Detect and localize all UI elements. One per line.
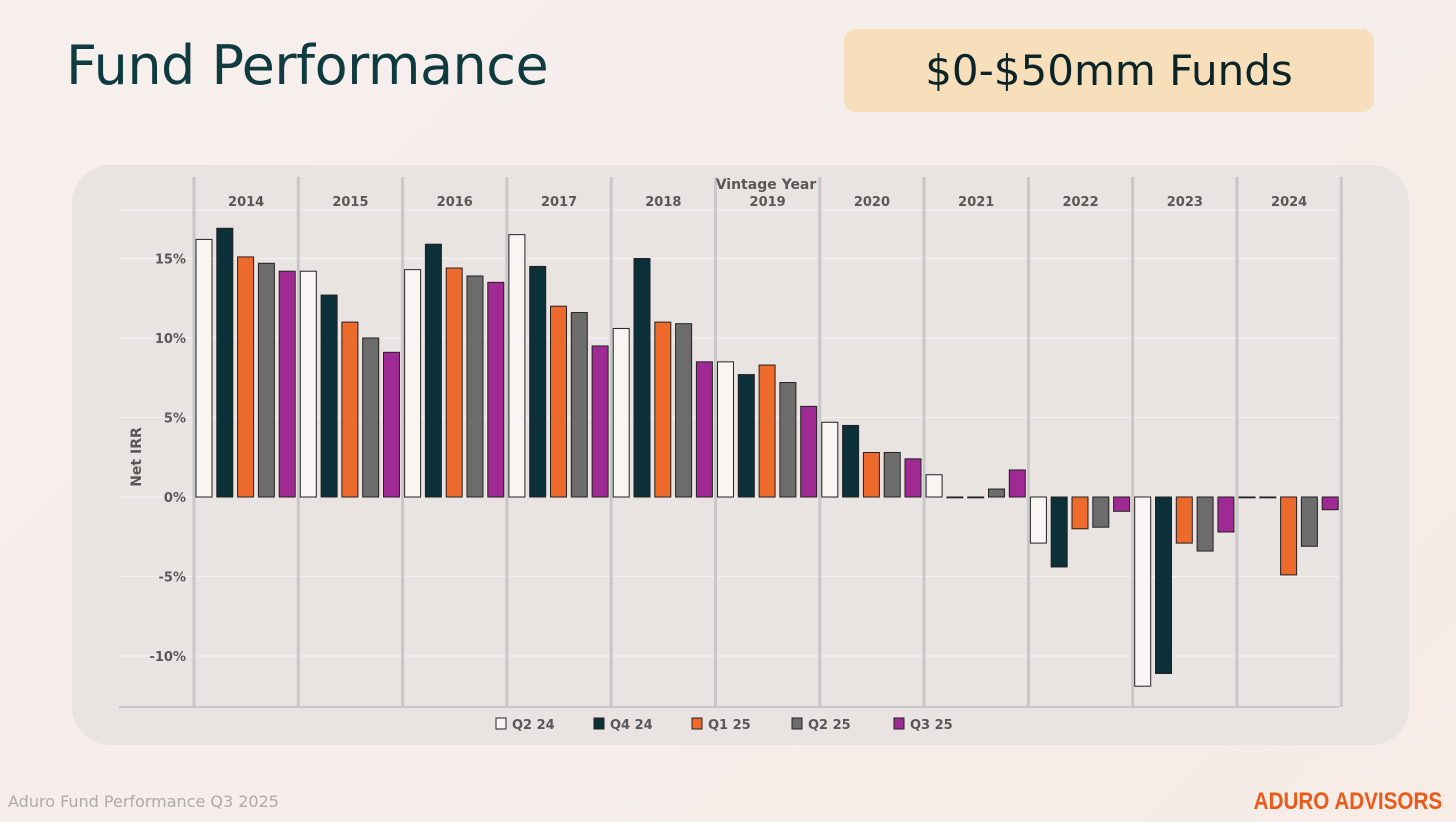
bar bbox=[300, 271, 316, 497]
bar bbox=[1239, 497, 1255, 498]
legend-swatch bbox=[792, 718, 802, 729]
bar bbox=[801, 406, 817, 497]
bar bbox=[238, 257, 254, 497]
bar bbox=[405, 270, 421, 497]
bar bbox=[1156, 497, 1172, 673]
bar bbox=[1197, 497, 1213, 551]
bar bbox=[947, 497, 963, 498]
y-tick-label: 15% bbox=[155, 253, 186, 268]
bar bbox=[530, 266, 546, 497]
bar bbox=[342, 322, 358, 497]
y-tick-label: -5% bbox=[159, 571, 186, 586]
bar bbox=[384, 352, 400, 497]
bar bbox=[1135, 497, 1151, 686]
y-tick-label: 0% bbox=[164, 491, 186, 506]
y-tick-label: 5% bbox=[164, 412, 186, 427]
bar bbox=[884, 452, 900, 497]
bar bbox=[905, 459, 921, 497]
bar bbox=[363, 338, 379, 497]
bar bbox=[676, 324, 692, 497]
category-label: 2017 bbox=[541, 195, 577, 210]
bar bbox=[321, 295, 337, 497]
bar bbox=[634, 259, 650, 498]
legend-label: Q2 24 bbox=[512, 718, 555, 733]
legend-swatch bbox=[594, 718, 604, 729]
bar bbox=[446, 268, 462, 497]
bar bbox=[425, 244, 441, 497]
y-tick-label: 10% bbox=[155, 332, 186, 347]
footer-caption: Aduro Fund Performance Q3 2025 bbox=[8, 792, 279, 811]
brand-logo-text: ADURO ADVISORS bbox=[1254, 788, 1442, 816]
bar bbox=[1051, 497, 1067, 567]
legend-swatch bbox=[894, 718, 904, 729]
bar bbox=[696, 362, 712, 497]
bar bbox=[613, 328, 629, 497]
bar bbox=[196, 239, 212, 497]
bar bbox=[1093, 497, 1109, 527]
bar bbox=[1114, 497, 1130, 511]
page-title: Fund Performance bbox=[66, 34, 548, 97]
bar bbox=[1260, 497, 1276, 498]
category-label: 2020 bbox=[854, 195, 890, 210]
fund-size-badge-label: $0-$50mm Funds bbox=[925, 46, 1293, 95]
bar bbox=[217, 228, 233, 497]
category-label: 2021 bbox=[958, 195, 994, 210]
category-label: 2014 bbox=[228, 195, 264, 210]
bar bbox=[863, 452, 879, 497]
bar bbox=[759, 365, 775, 497]
bar bbox=[843, 425, 859, 497]
bar bbox=[1301, 497, 1317, 546]
bar bbox=[592, 346, 608, 497]
bar bbox=[926, 475, 942, 497]
legend-label: Q4 24 bbox=[610, 718, 653, 733]
bar bbox=[822, 422, 838, 497]
bar bbox=[509, 235, 525, 497]
bar bbox=[780, 383, 796, 497]
category-label: 2024 bbox=[1271, 195, 1307, 210]
bar bbox=[738, 375, 754, 497]
bar bbox=[718, 362, 734, 497]
legend-label: Q1 25 bbox=[708, 718, 751, 733]
category-label: 2015 bbox=[332, 195, 368, 210]
bar bbox=[655, 322, 671, 497]
category-label: 2023 bbox=[1167, 195, 1203, 210]
fund-size-badge: $0-$50mm Funds bbox=[844, 29, 1374, 112]
x-axis-title: Vintage Year bbox=[716, 177, 817, 193]
legend-label: Q2 25 bbox=[808, 718, 851, 733]
bar bbox=[1030, 497, 1046, 543]
bar bbox=[1322, 497, 1338, 510]
bar bbox=[1176, 497, 1192, 543]
bar bbox=[551, 306, 567, 497]
bar bbox=[989, 489, 1005, 497]
category-label: 2019 bbox=[750, 195, 786, 210]
category-label: 2018 bbox=[645, 195, 681, 210]
bar bbox=[1009, 470, 1025, 497]
y-tick-label: -10% bbox=[149, 650, 186, 665]
bar bbox=[258, 263, 274, 497]
bar bbox=[279, 271, 295, 497]
legend-label: Q3 25 bbox=[910, 718, 953, 733]
category-label: 2016 bbox=[437, 195, 473, 210]
category-label: 2022 bbox=[1062, 195, 1098, 210]
bar bbox=[1072, 497, 1088, 529]
legend-swatch bbox=[692, 718, 702, 729]
legend-swatch bbox=[496, 718, 506, 729]
y-axis-title: Net IRR bbox=[129, 427, 145, 487]
chart-panel: -10% -5% 0% 5% 10% 15% Vintage Year 2014 2015 201… bbox=[72, 165, 1409, 745]
bar bbox=[488, 282, 504, 497]
net-irr-bar-chart: -10% -5% 0% 5% 10% 15% Vintage Year 2014 2015 201… bbox=[72, 165, 1409, 745]
bar bbox=[467, 276, 483, 497]
bar bbox=[1281, 497, 1297, 575]
bar bbox=[571, 313, 587, 497]
bar bbox=[968, 497, 984, 498]
bar bbox=[1218, 497, 1234, 532]
